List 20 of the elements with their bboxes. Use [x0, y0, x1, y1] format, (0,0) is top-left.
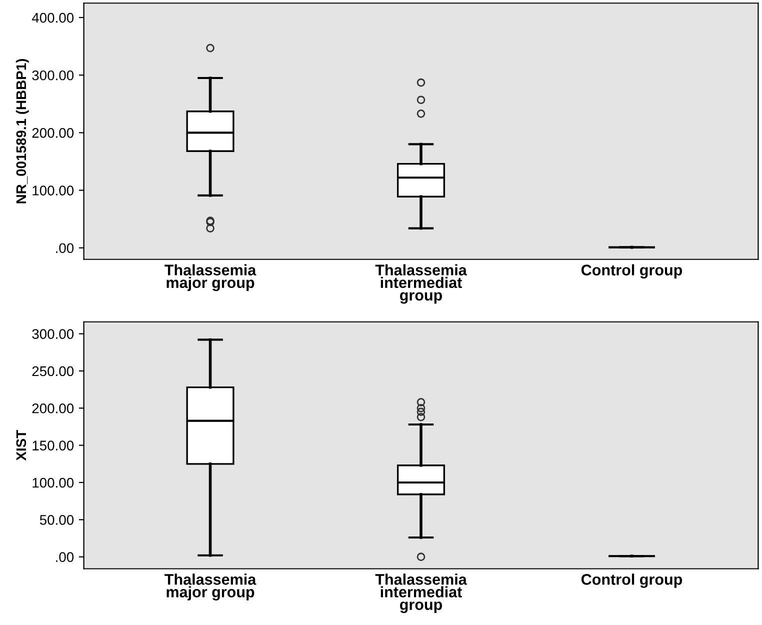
y-tick-label: 250.00 [32, 366, 74, 376]
y-tick-label: 50.00 [40, 515, 74, 525]
y-tick-label: 150.00 [32, 440, 74, 450]
y-tick-label: 100.00 [32, 478, 74, 488]
y-tick-label: .00 [56, 552, 74, 562]
x-tick-label: Thalassemia intermediat group [375, 574, 467, 614]
y-tick-label: 100.00 [32, 186, 74, 196]
y-tick-label: 200.00 [32, 128, 74, 138]
y-tick-label: 300.00 [32, 329, 74, 339]
x-tick-label: Thalassemia major group [164, 574, 256, 600]
x-tick-label: Control group [581, 264, 682, 279]
x-tick-label: Control group [581, 574, 682, 588]
x-tick-label: Thalassemia intermediat group [375, 264, 467, 304]
y-tick-label: .00 [56, 243, 74, 254]
y-axis-title: XIST [16, 430, 26, 461]
x-tick-label: Thalassemia major group [164, 264, 256, 292]
y-axis-title: NR_001589.1 (HBBP1) [16, 58, 29, 204]
y-tick-label: 400.00 [32, 12, 74, 23]
y-tick-label: 300.00 [32, 70, 74, 80]
y-tick-label: 200.00 [32, 403, 74, 414]
